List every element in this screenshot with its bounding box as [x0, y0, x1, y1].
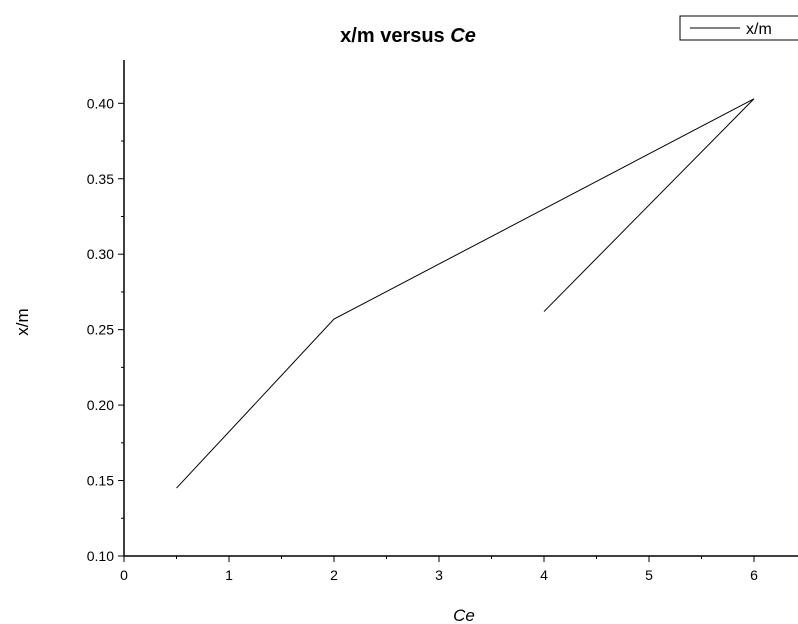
- series-group: [176, 98, 755, 489]
- legend-label: x/m: [746, 21, 772, 38]
- x-tick-label: 6: [750, 567, 758, 583]
- x-tick-label: 1: [225, 567, 233, 583]
- y-tick-label: 0.40: [87, 95, 114, 111]
- x-tick-label: 3: [435, 567, 443, 583]
- y-tick-label: 0.15: [87, 473, 114, 489]
- x-tick-label: 5: [645, 567, 653, 583]
- chart-title-main: x/m versus: [340, 25, 450, 47]
- x-ticks: 0 1 2 3 4 5 6: [120, 556, 758, 583]
- y-tick-label: 0.10: [87, 548, 114, 564]
- x-tick-label: 4: [540, 567, 548, 583]
- chart-title-variable: Ce: [450, 25, 476, 47]
- y-axis-label: x/m: [13, 308, 32, 335]
- legend: x/m: [679, 15, 798, 41]
- y-tick-label: 0.25: [87, 322, 114, 338]
- chart-title: x/m versus Ce: [340, 25, 476, 47]
- y-ticks: 0.10 0.15 0.20 0.25 0.30 0.35 0.40: [87, 95, 124, 564]
- x-axis-label: Ce: [453, 606, 475, 624]
- y-tick-label: 0.35: [87, 171, 114, 187]
- y-tick-label: 0.20: [87, 397, 114, 413]
- x-tick-label: 0: [120, 567, 128, 583]
- x-tick-label: 2: [330, 567, 338, 583]
- series-line: [176, 98, 755, 489]
- y-tick-label: 0.30: [87, 246, 114, 262]
